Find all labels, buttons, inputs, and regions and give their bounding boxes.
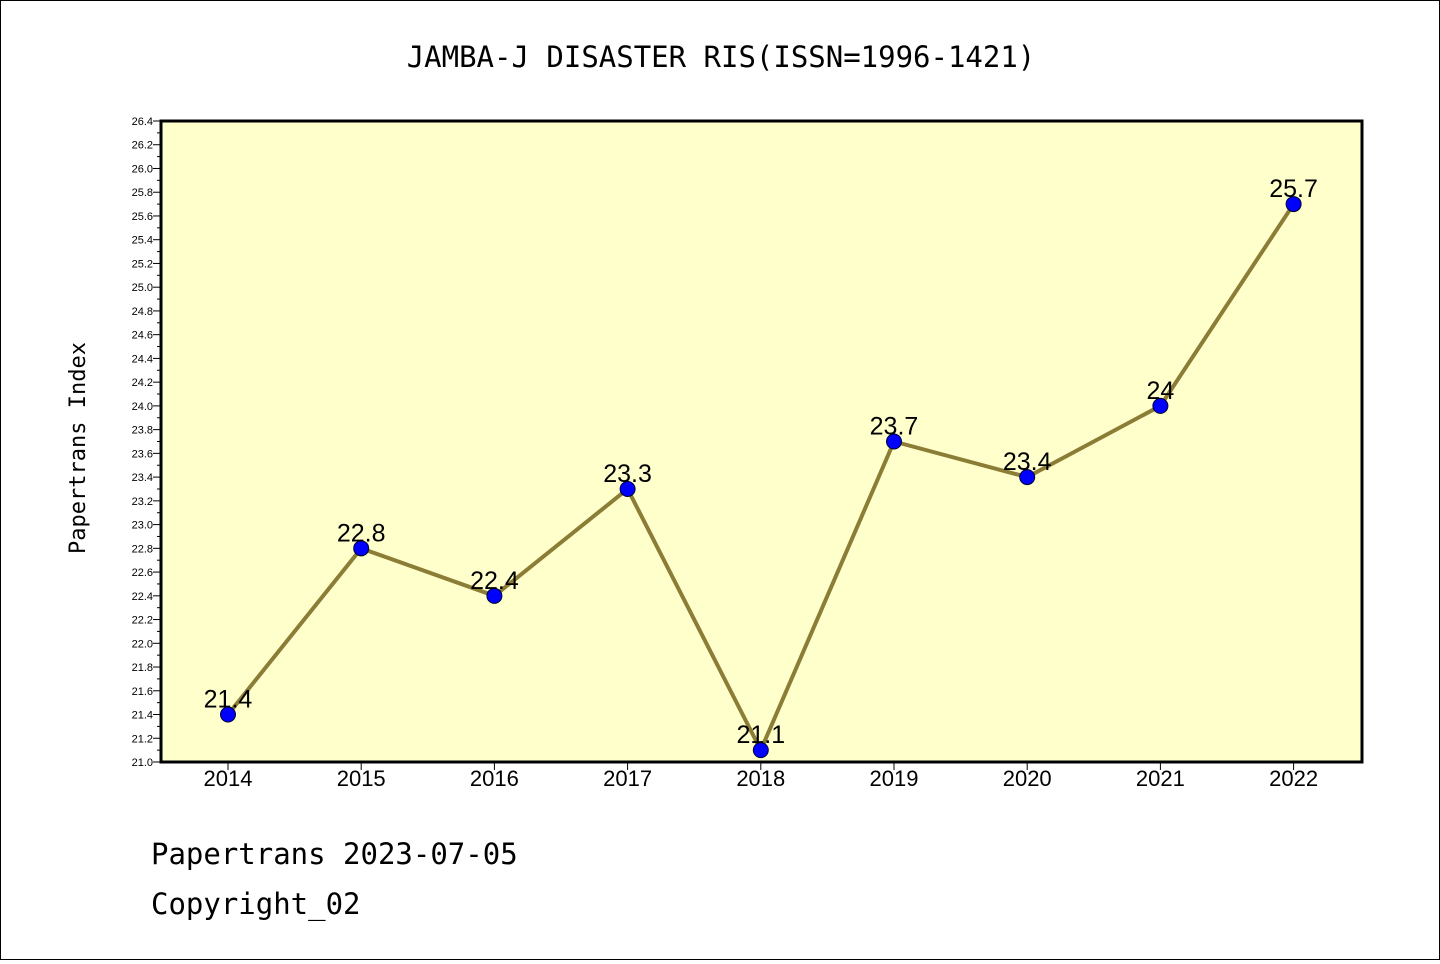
data-label: 21.1: [736, 721, 785, 749]
y-axis: 21.0 21.2 21.4 21.6 21.8 22.0 22.2 22.4 22.6 22.8…: [132, 116, 161, 769]
y-tick-label: 21.6: [132, 686, 153, 698]
y-tick-label: 26.0: [132, 163, 153, 175]
y-tick-label: 23.0: [132, 520, 153, 532]
x-tick-label: 2022: [1269, 766, 1318, 791]
y-tick-label: 21.8: [132, 662, 153, 674]
y-tick-label: 22.4: [132, 591, 153, 603]
data-point: [1019, 469, 1036, 486]
data-label: 25.7: [1269, 175, 1318, 203]
data-points: [220, 196, 1302, 759]
data-labels: 21.4 22.8 22.4 23.3 21.1 23.7 23.4 24 25.7: [204, 175, 1318, 749]
y-tick-label: 22.2: [132, 615, 153, 627]
y-tick-label: 24.4: [132, 353, 153, 365]
data-label: 24: [1146, 377, 1174, 405]
x-axis: 2014 2015 2016 2017 2018 2019 2020 2021 2022: [204, 762, 1318, 791]
data-point: [353, 540, 370, 557]
y-tick-label: 22.0: [132, 638, 153, 650]
data-label: 22.4: [470, 567, 519, 595]
y-tick-label: 23.4: [132, 472, 153, 484]
data-label: 22.8: [337, 519, 386, 547]
y-tick-label: 23.8: [132, 425, 153, 437]
y-tick-label: 25.8: [132, 187, 153, 199]
y-tick-label: 25.2: [132, 258, 153, 270]
footer-copyright: Copyright_02: [151, 887, 361, 922]
plot-area: [161, 121, 1362, 762]
y-tick-label: 24.8: [132, 306, 153, 318]
y-tick-label: 25.0: [132, 282, 153, 294]
y-tick-label: 26.2: [132, 140, 153, 152]
x-tick-label: 2019: [870, 766, 919, 791]
y-tick-label: 24.0: [132, 401, 153, 413]
x-tick-label: 2018: [736, 766, 785, 791]
data-label: 23.3: [603, 460, 652, 488]
data-label: 21.4: [204, 686, 253, 714]
y-tick-label: 24.2: [132, 377, 153, 389]
x-tick-label: 2020: [1003, 766, 1052, 791]
data-point: [1285, 196, 1302, 213]
data-point: [619, 480, 636, 497]
data-point: [486, 587, 503, 604]
y-tick-label: 23.6: [132, 448, 153, 460]
y-tick-label: 22.6: [132, 567, 153, 579]
y-tick-label: 21.0: [132, 757, 153, 769]
plot-border: [159, 119, 1364, 764]
y-tick-label: 22.8: [132, 543, 153, 555]
x-tick-label: 2016: [470, 766, 519, 791]
y-tick-label: 24.6: [132, 330, 153, 342]
x-tick-label: 2021: [1136, 766, 1185, 791]
y-axis-label: Papertrans Index: [66, 342, 91, 554]
y-tick-label: 21.4: [132, 710, 153, 722]
data-label: 23.4: [1003, 448, 1052, 476]
y-tick-label: 26.4: [132, 116, 153, 128]
y-tick-label: 25.4: [132, 235, 153, 247]
data-point: [220, 706, 236, 723]
chart-title: JAMBA-J DISASTER RIS(ISSN=1996-1421): [407, 40, 1036, 74]
data-label: 23.7: [870, 413, 919, 441]
y-tick-label: 25.6: [132, 211, 153, 223]
y-tick-label: 21.2: [132, 733, 153, 745]
x-tick-label: 2017: [603, 766, 652, 791]
data-point: [1152, 397, 1169, 414]
y-tick-label: 23.2: [132, 496, 153, 508]
x-tick-label: 2015: [337, 766, 386, 791]
data-point: [886, 433, 902, 450]
data-point: [752, 742, 769, 759]
x-tick-label: 2014: [204, 766, 253, 791]
footer-date: Papertrans 2023-07-05: [151, 837, 518, 871]
